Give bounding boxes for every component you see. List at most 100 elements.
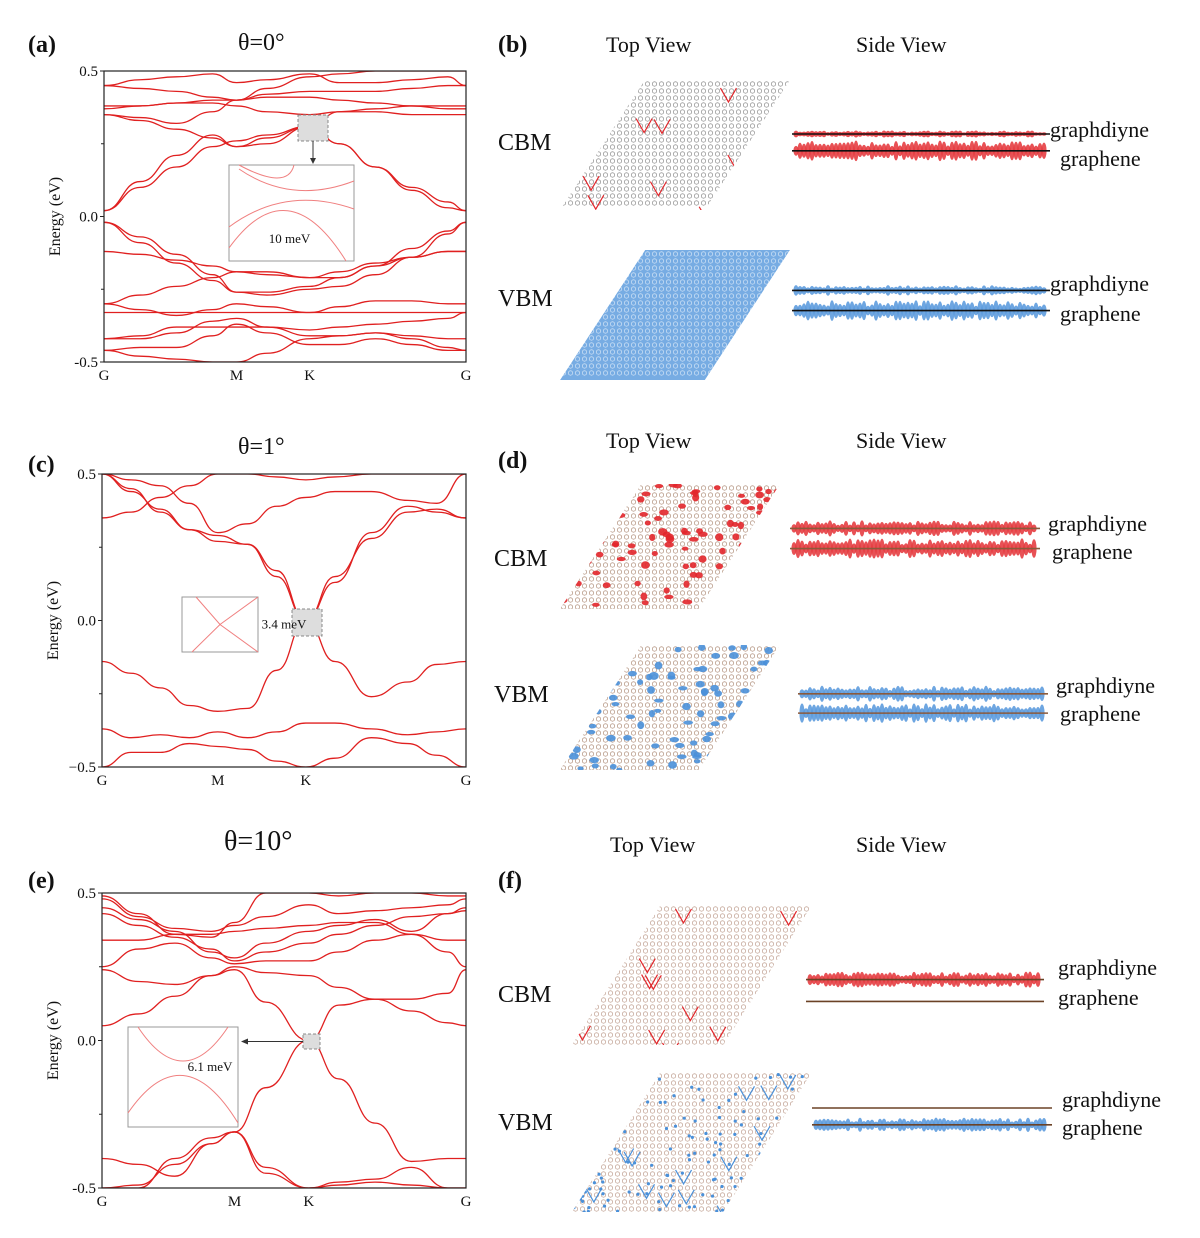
- orbital-lobe: [568, 678, 578, 686]
- orbital-lobe: [759, 710, 766, 715]
- inset-bands: [191, 596, 259, 653]
- side-view-vbm-d: [798, 685, 1048, 723]
- orbital-lobe: [654, 515, 662, 521]
- orbital-lobe: [739, 758, 747, 766]
- band-band1: [102, 969, 466, 1042]
- orbital-lobe: [750, 595, 760, 601]
- orbital-lobe: [740, 688, 750, 694]
- orbital-dot: [733, 1184, 737, 1189]
- orbital-lobe: [740, 580, 748, 589]
- orbital-lobe: [737, 521, 745, 530]
- orbital-dot: [580, 1148, 584, 1153]
- panel-label-d: (d): [498, 448, 528, 474]
- orbital-lobe: [770, 729, 778, 736]
- orbital-dot: [800, 1147, 804, 1151]
- orbital-dot: [623, 1130, 627, 1134]
- orbital-lobe: [754, 575, 762, 582]
- orbital-lobe: [651, 743, 660, 749]
- top-view-cbm-b: [560, 80, 790, 210]
- orbital-lobe: [592, 570, 601, 576]
- layer-label-graphdiyne: graphdiyne: [1050, 117, 1149, 142]
- k-point-label: M: [230, 368, 243, 384]
- orbital-lobe: [654, 708, 662, 713]
- band-band9: [104, 221, 466, 293]
- orbital-dot: [673, 1124, 678, 1128]
- orbital-dot: [778, 1157, 782, 1161]
- orbital-lobe: [576, 715, 584, 723]
- orbital-dot: [580, 1199, 585, 1203]
- orbital-lobe: [719, 547, 726, 555]
- top-view-header: Top View: [610, 832, 696, 857]
- orbital-trace: [675, 1169, 693, 1186]
- orbital-lobe: [563, 571, 572, 580]
- orbital-lobe: [676, 754, 687, 760]
- band-title-a: θ=0°: [238, 30, 285, 56]
- orbital-trace: [763, 149, 781, 165]
- orbital-trace: [580, 935, 598, 951]
- inset-frame: [228, 164, 355, 262]
- layer-label-graphdiyne: graphdiyne: [1050, 271, 1149, 296]
- zoom-region-box: [291, 608, 323, 637]
- y-axis-label: Energy (eV): [45, 1001, 62, 1080]
- orbital-lobe: [689, 562, 697, 569]
- orbital-dot: [790, 1087, 794, 1091]
- orbital-dot: [615, 1209, 620, 1212]
- orbital-dot: [690, 1135, 694, 1139]
- orbital-lobe: [597, 494, 608, 499]
- inset-band: [238, 168, 355, 192]
- orbital-lobe: [610, 646, 618, 651]
- orbital-dot: [599, 1176, 603, 1180]
- top-view-vbm-f: [572, 1072, 812, 1212]
- band-band4: [104, 71, 466, 125]
- orbital-lobe: [668, 761, 677, 769]
- orbital-lobe: [569, 537, 577, 546]
- orbital-trace: [657, 1192, 675, 1208]
- band-band13: [104, 300, 466, 317]
- orbital-lobe: [592, 602, 600, 607]
- orbital-dot: [733, 1132, 737, 1136]
- orbital-dot: [756, 1117, 760, 1121]
- orbital-lobe: [714, 690, 723, 697]
- orbital-dot: [745, 1153, 749, 1158]
- layer-label-graphene: graphene: [1060, 701, 1141, 726]
- orbital-dot: [591, 1116, 595, 1121]
- band-band4: [102, 474, 466, 534]
- orbital-lobe: [637, 721, 645, 730]
- panel-label-c: (c): [28, 452, 55, 478]
- orbital-dot: [594, 1140, 598, 1144]
- orbital-lobe: [689, 571, 698, 578]
- orbital-lobe: [664, 594, 674, 600]
- orbital-lobe: [708, 603, 717, 609]
- orbital-lobe: [602, 582, 611, 589]
- orbital-dot: [664, 1126, 669, 1131]
- inset-bands: [127, 1026, 239, 1124]
- orbital-trace: [623, 1151, 641, 1168]
- band-title-e: θ=10°: [224, 826, 293, 857]
- y-tick-label: 0.5: [77, 886, 96, 902]
- k-point-label: G: [461, 368, 472, 384]
- y-tick-label: −0.5: [69, 760, 96, 776]
- orbital-dot: [646, 1100, 650, 1104]
- orbital-trace: [579, 98, 597, 115]
- orbital-lobe: [577, 681, 585, 688]
- orbital-lobe: [560, 743, 565, 748]
- orbital-lobe: [583, 559, 592, 565]
- side-view-vbm-b: [792, 285, 1050, 321]
- orbital-lobe: [755, 592, 762, 600]
- orbital-dot: [633, 1161, 637, 1165]
- orbital-lobe: [756, 486, 763, 492]
- orbital-dot: [778, 1160, 782, 1165]
- orbital-lobe: [609, 763, 617, 770]
- zoom-region-box: [297, 114, 329, 142]
- band-title-c: θ=1°: [238, 434, 285, 460]
- inset-band: [137, 1026, 229, 1062]
- orbital-lobe: [762, 561, 771, 566]
- orbital-lobe: [615, 669, 622, 674]
- orbital-lobe: [560, 561, 565, 567]
- orbital-lobe: [646, 673, 653, 681]
- orbital-lobe: [696, 710, 705, 718]
- orbital-lobe: [560, 647, 568, 655]
- orbital-trace: [638, 958, 656, 974]
- orbital-lobe: [586, 729, 596, 735]
- orbital-dot: [636, 1192, 640, 1196]
